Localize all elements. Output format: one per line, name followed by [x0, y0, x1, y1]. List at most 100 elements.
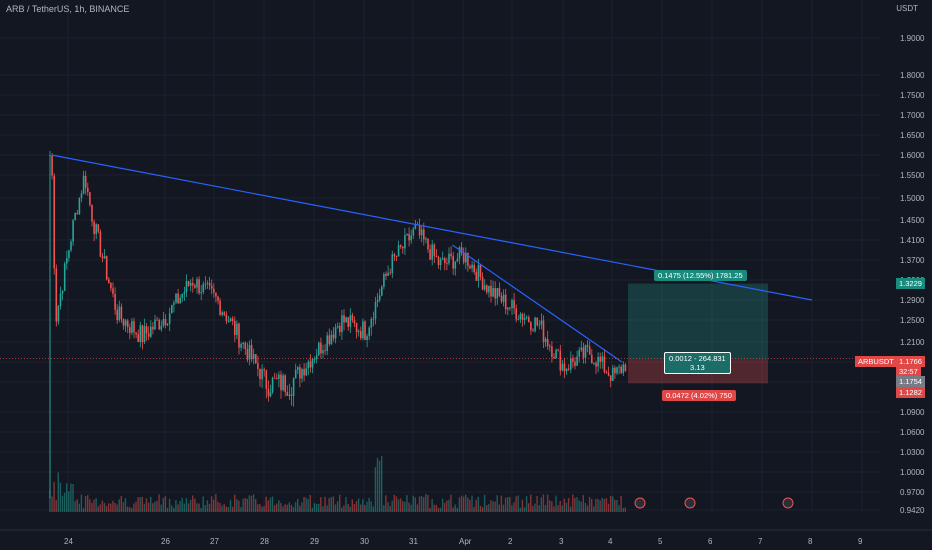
volume-bar	[57, 472, 59, 512]
volume-bar	[399, 498, 402, 512]
volume-bar	[152, 503, 154, 512]
volume-bar	[391, 500, 393, 512]
candle-body	[364, 321, 366, 340]
volume-bar	[563, 498, 566, 512]
volume-bar	[330, 497, 332, 512]
candle-body	[171, 304, 173, 314]
volume-bar	[372, 506, 374, 512]
volume-bar	[318, 503, 320, 512]
candle-body	[133, 321, 135, 333]
candle-body	[383, 273, 385, 287]
volume-bar	[502, 504, 505, 512]
volume-bar	[171, 505, 173, 512]
volume-bar	[177, 504, 179, 512]
volume-bar	[66, 483, 68, 512]
candle-body	[538, 324, 541, 326]
volume-bar	[473, 506, 475, 512]
volume-bar	[206, 500, 209, 512]
volume-bar	[418, 496, 421, 512]
candle-body	[376, 299, 379, 303]
volume-bar	[145, 498, 148, 512]
candle-body	[353, 320, 356, 324]
y-tick-label: 1.0600	[900, 428, 925, 437]
volume-bar	[257, 504, 259, 512]
candle-body	[511, 300, 513, 309]
volume-bar	[320, 497, 322, 512]
candle-body	[542, 320, 545, 342]
candle-body	[110, 282, 112, 289]
candle-body	[63, 263, 66, 291]
volume-bar	[76, 499, 78, 512]
candle-body	[393, 254, 396, 257]
y-tick-label: 1.0300	[900, 448, 925, 457]
candle-body	[624, 364, 627, 372]
volume-bar	[59, 482, 62, 512]
volume-bar	[305, 497, 307, 512]
y-tick-label: 1.9000	[900, 34, 925, 43]
countdown-label: 32:57	[896, 366, 921, 377]
volume-bar	[143, 503, 146, 512]
candle-body	[351, 315, 354, 321]
candle-body	[546, 338, 549, 347]
candle-body	[114, 293, 116, 310]
volume-bar	[507, 497, 509, 512]
volume-bar	[288, 502, 290, 512]
volume-bar	[397, 499, 400, 512]
candle-body	[456, 258, 459, 262]
volume-bar	[84, 496, 87, 512]
candle-body	[334, 327, 337, 339]
volume-bar	[360, 504, 362, 512]
volume-bar	[465, 494, 467, 512]
volume-bar	[561, 505, 563, 512]
candle-body	[460, 247, 463, 254]
candle-body	[231, 318, 234, 321]
x-tick-label: 28	[260, 537, 269, 546]
candle-body	[452, 256, 454, 269]
volume-bar	[280, 503, 282, 512]
candle-body	[322, 350, 324, 354]
candle-body	[431, 244, 433, 260]
candle-body	[494, 288, 496, 299]
volume-bar	[406, 495, 408, 512]
candle-body	[150, 326, 152, 337]
candle-body	[441, 258, 444, 260]
volume-bar	[593, 506, 595, 512]
candle-body	[561, 363, 564, 371]
candle-body	[139, 325, 142, 343]
candle-body	[582, 347, 585, 358]
volume-bar	[475, 499, 477, 512]
volume-bar	[131, 507, 133, 512]
candle-body	[185, 280, 188, 292]
candle-body	[370, 318, 373, 328]
volume-bar	[309, 494, 311, 512]
candle-body	[368, 327, 370, 337]
volume-bar	[370, 501, 372, 512]
candle-body	[318, 342, 320, 356]
candle-body	[544, 338, 547, 342]
candle-body	[408, 233, 410, 241]
candle-body	[112, 288, 114, 294]
volume-bar	[618, 505, 620, 512]
volume-bar	[387, 502, 389, 512]
volume-bar	[471, 495, 473, 512]
volume-bar	[609, 495, 612, 512]
candle-body	[51, 155, 53, 176]
volume-bar	[414, 497, 416, 512]
candle-body	[95, 224, 97, 234]
candle-body	[307, 361, 310, 369]
candle-body	[240, 343, 242, 348]
volume-bar	[612, 496, 614, 512]
volume-bar	[315, 503, 318, 512]
candle-body	[179, 297, 181, 304]
volume-bar	[603, 498, 605, 512]
candle-body	[341, 315, 343, 333]
candle-body	[597, 356, 599, 367]
y-tick-label: 1.5500	[900, 171, 925, 180]
volume-bar	[523, 507, 526, 512]
candle-body	[412, 228, 415, 236]
candle-body	[603, 356, 606, 373]
volume-bar	[137, 496, 139, 512]
candle-body	[345, 317, 347, 323]
